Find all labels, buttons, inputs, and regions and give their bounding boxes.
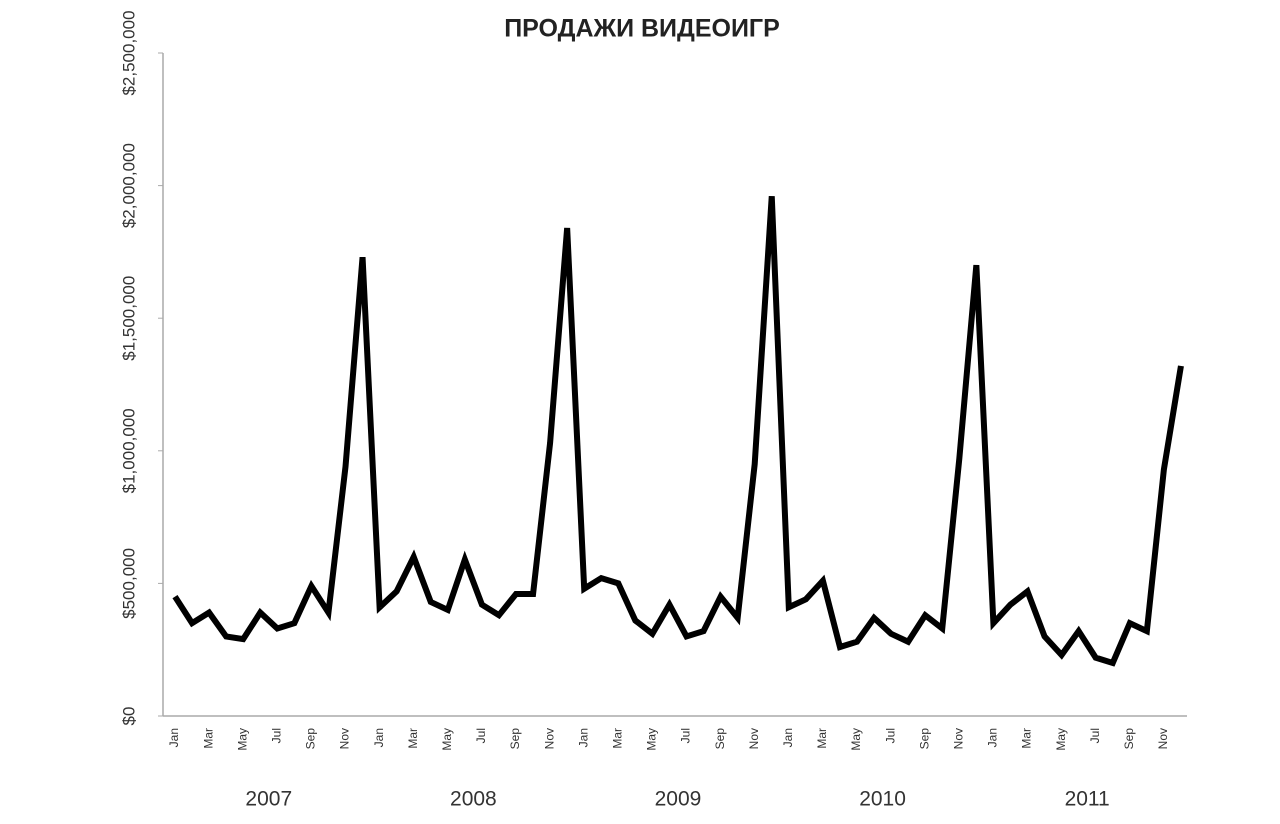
y-tick-label: $0	[119, 707, 138, 726]
x-tick-label: Sep	[1122, 728, 1136, 750]
year-label: 2008	[450, 788, 497, 811]
x-tick-label: Mar	[406, 728, 420, 749]
x-tick-label: Nov	[951, 728, 965, 749]
x-tick-label: Mar	[1020, 728, 1034, 749]
x-tick-label: May	[645, 728, 659, 751]
x-tick-label: Sep	[917, 728, 931, 750]
y-tick-label: $1,500,000	[119, 276, 138, 361]
x-tick-label: Jan	[986, 728, 1000, 747]
x-tick-label: Jul	[679, 728, 693, 743]
x-tick-label: Jul	[1088, 728, 1102, 743]
x-tick-label: Jul	[269, 728, 283, 743]
y-tick-label: $500,000	[119, 548, 138, 619]
x-tick-label: Sep	[508, 728, 522, 750]
x-tick-label: Nov	[1156, 728, 1170, 749]
x-tick-label: Nov	[747, 728, 761, 749]
x-tick-label: Jan	[576, 728, 590, 747]
x-tick-label: May	[235, 728, 249, 751]
x-tick-label: Jan	[167, 728, 181, 747]
x-tick-label: Jul	[474, 728, 488, 743]
year-label: 2011	[1065, 788, 1110, 811]
year-label: 2010	[859, 788, 906, 811]
year-label: 2007	[245, 788, 292, 811]
x-tick-label: May	[440, 728, 454, 751]
chart-title: ПРОДАЖИ ВИДЕОИГР	[504, 15, 780, 43]
x-tick-label: Mar	[610, 728, 624, 749]
x-tick-label: Sep	[304, 728, 318, 750]
x-tick-label: Mar	[201, 728, 215, 749]
y-tick-label: $1,000,000	[119, 408, 138, 493]
y-tick-label: $2,500,000	[119, 10, 138, 95]
x-tick-label: Jan	[372, 728, 386, 747]
x-tick-label: Jan	[781, 728, 795, 747]
line	[172, 196, 1184, 667]
x-tick-label: May	[1054, 728, 1068, 751]
x-tick-label: May	[849, 728, 863, 751]
x-tick-label: Sep	[713, 728, 727, 750]
x-tick-label: Nov	[338, 728, 352, 749]
x-tick-label: Mar	[815, 728, 829, 749]
y-tick-label: $2,000,000	[119, 143, 138, 228]
year-label: 2009	[655, 788, 702, 811]
x-tick-label: Nov	[542, 728, 556, 749]
x-tick-label: Jul	[883, 728, 897, 743]
